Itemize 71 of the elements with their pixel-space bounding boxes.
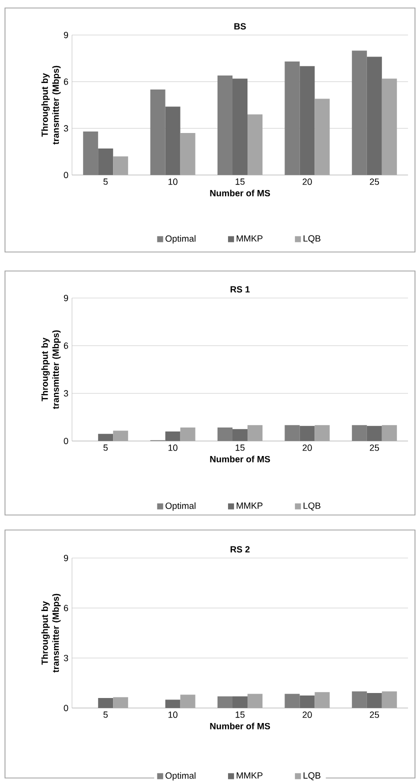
bar: [165, 431, 180, 442]
y-tick-label: 0: [64, 704, 68, 712]
bar: [98, 148, 114, 176]
bar: [366, 426, 382, 442]
x-tick-label: 10: [168, 444, 178, 451]
y-tick-label: 0: [64, 172, 68, 178]
bar: [284, 694, 300, 708]
y-tick-label: 3: [64, 390, 68, 397]
legend-label: LQB: [304, 235, 320, 244]
x-tick-label: 5: [103, 444, 108, 451]
bar: [98, 698, 114, 708]
x-tick-label: 25: [370, 444, 380, 451]
bar: [284, 425, 300, 442]
x-axis-title: Number of MS: [210, 722, 270, 730]
bar: [366, 56, 382, 176]
x-tick-label: 25: [370, 178, 380, 185]
bar: [300, 66, 315, 176]
bar: [150, 89, 166, 176]
bar: [352, 691, 367, 708]
bar: [218, 75, 232, 176]
x-tick-label: 20: [302, 712, 312, 718]
x-axis-title: Number of MS: [210, 190, 270, 196]
x-axis-title: Number of MS: [210, 456, 270, 462]
bar: [300, 426, 315, 442]
chart-title: RS 1: [230, 286, 250, 293]
x-tick-label: 5: [103, 178, 108, 185]
bar: [218, 696, 232, 708]
x-tick-label: 15: [236, 178, 245, 185]
legend-label: LQB: [304, 772, 320, 780]
bar: [232, 429, 248, 442]
legend-label: LQB: [304, 502, 320, 510]
chart-title: RS 2: [230, 546, 250, 553]
legend-label: MMKP: [236, 502, 262, 509]
legend-label: Optimal: [166, 235, 196, 244]
y-tick-label: 6: [64, 604, 68, 612]
legend-label: MMKP: [236, 235, 262, 242]
bar: [165, 106, 180, 176]
bar: [352, 425, 367, 442]
x-tick-label: 10: [168, 712, 178, 718]
y-tick-label: 3: [64, 654, 68, 662]
bar: [165, 700, 180, 708]
y-axis-title: Throughput by transmitter (Mbps): [41, 594, 61, 673]
x-tick-label: 15: [236, 712, 245, 718]
y-axis-title: Throughput by transmitter (Mbps): [41, 66, 61, 145]
y-tick-label: 9: [64, 554, 68, 562]
y-axis-title: Throughput by transmitter (Mbps): [41, 330, 61, 410]
legend-label: MMKP: [236, 772, 262, 779]
y-tick-label: 0: [64, 438, 68, 444]
bar: [284, 61, 300, 176]
bar: [83, 131, 98, 176]
y-tick-label: 6: [64, 78, 68, 85]
y-tick-label: 9: [64, 294, 68, 302]
bar: [366, 693, 382, 708]
bar: [232, 78, 248, 176]
x-tick-label: 15: [236, 444, 245, 451]
chart-title: BS: [234, 23, 246, 30]
bar: [232, 696, 248, 708]
bar: [352, 50, 367, 176]
bar: [98, 434, 114, 442]
y-tick-label: 9: [64, 32, 68, 38]
legend-label: Optimal: [166, 772, 196, 781]
y-tick-label: 3: [64, 125, 68, 132]
x-tick-label: 10: [168, 178, 178, 185]
x-tick-label: 25: [370, 712, 380, 718]
bar: [300, 696, 315, 708]
x-tick-label: 20: [302, 444, 312, 451]
y-tick-label: 6: [64, 342, 68, 349]
legend-label: Optimal: [166, 502, 196, 511]
x-tick-label: 5: [103, 712, 108, 718]
bar: [218, 428, 232, 442]
x-tick-label: 20: [302, 178, 312, 185]
